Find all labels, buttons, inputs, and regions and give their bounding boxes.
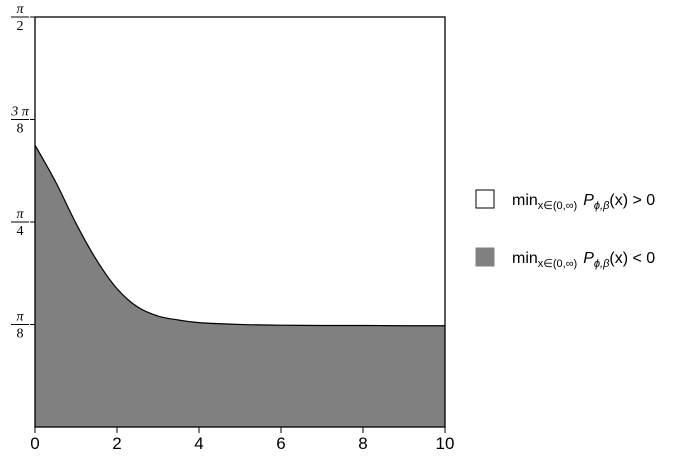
y-tick-denominator: 8 <box>17 327 24 342</box>
y-tick-numerator: 3 π <box>10 105 30 120</box>
y-tick-numerator: π <box>16 207 24 222</box>
y-tick-label: 3 π8 <box>10 105 30 137</box>
y-tick-denominator: 2 <box>17 19 24 34</box>
y-tick-label: π4 <box>11 207 29 239</box>
legend-label-positive: minx∈(0,∞) Pϕ,β(x) > 0 <box>512 192 655 212</box>
legend-label-negative: minx∈(0,∞) Pϕ,β(x) < 0 <box>512 250 655 270</box>
x-tick-label: 10 <box>436 434 455 453</box>
legend-item-positive: minx∈(0,∞) Pϕ,β(x) > 0 <box>475 189 655 212</box>
x-tick-label: 8 <box>358 434 367 453</box>
x-tick-label: 0 <box>30 434 39 453</box>
plot-area <box>34 16 446 428</box>
y-tick-denominator: 4 <box>17 224 24 239</box>
positive-region <box>35 17 445 326</box>
y-tick-denominator: 8 <box>17 122 24 137</box>
x-tick-label: 4 <box>194 434 203 453</box>
legend: minx∈(0,∞) Pϕ,β(x) > 0 minx∈(0,∞) Pϕ,β(x) … <box>475 189 655 270</box>
boundary-curve <box>34 144 446 327</box>
y-tick-numerator: π <box>16 310 24 325</box>
legend-swatch-positive <box>475 189 495 209</box>
x-tick-label: 2 <box>112 434 121 453</box>
legend-swatch-negative <box>475 247 495 267</box>
y-tick-numerator: π <box>16 2 24 17</box>
x-tick-label: 6 <box>276 434 285 453</box>
x-axis: 0 2 4 6 8 10 <box>30 427 454 453</box>
negative-region <box>35 145 445 427</box>
legend-item-negative: minx∈(0,∞) Pϕ,β(x) < 0 <box>475 247 655 270</box>
y-tick-label: π8 <box>11 310 29 342</box>
y-tick-label: π2 <box>11 2 29 34</box>
